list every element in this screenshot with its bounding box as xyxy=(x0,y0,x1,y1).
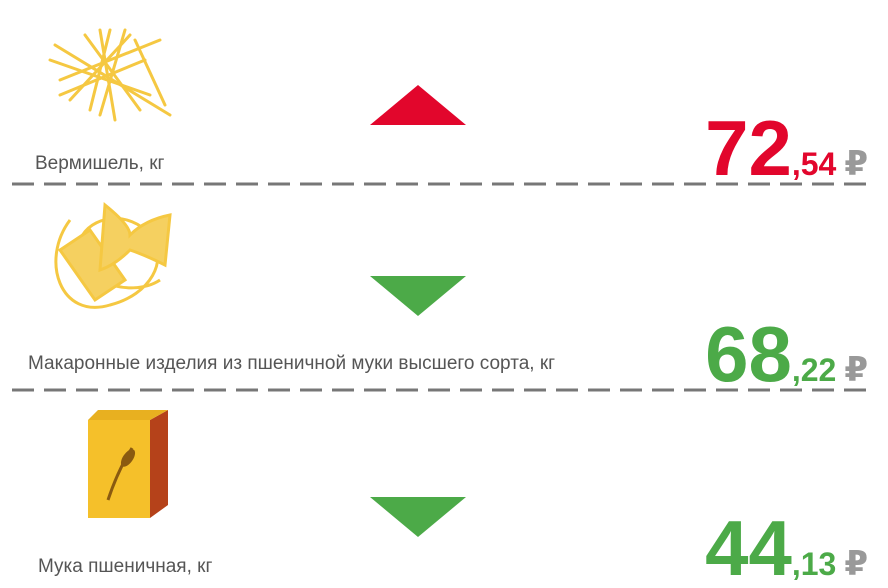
item-label: Макаронные изделия из пшеничной муки выс… xyxy=(28,353,555,374)
price-integer: 44 xyxy=(705,504,792,588)
item-label: Вермишель, кг xyxy=(35,153,165,174)
price: 44,13 ₽ xyxy=(705,504,868,588)
flour-icon xyxy=(88,410,168,518)
currency: ₽ xyxy=(844,145,868,183)
currency: ₽ xyxy=(844,351,868,389)
price-integer: 72 xyxy=(705,104,792,192)
pasta-icon xyxy=(54,202,172,309)
price: 68,22 ₽ xyxy=(705,310,868,398)
price-fraction: ,13 xyxy=(792,546,836,582)
currency: ₽ xyxy=(844,545,868,583)
price: 72,54 ₽ xyxy=(705,104,868,192)
trend-arrow xyxy=(370,497,466,537)
price-integer: 68 xyxy=(705,310,792,398)
item-label: Мука пшеничная, кг xyxy=(38,556,212,577)
trend-arrow xyxy=(370,85,466,125)
vermicelli-icon xyxy=(48,28,172,122)
price-fraction: ,54 xyxy=(792,146,837,182)
price-fraction: ,22 xyxy=(792,352,836,388)
trend-arrow xyxy=(370,276,466,316)
